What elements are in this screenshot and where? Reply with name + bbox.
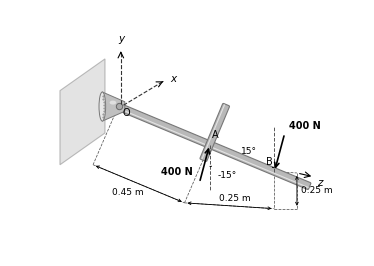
- Polygon shape: [60, 59, 105, 165]
- Text: y: y: [118, 34, 124, 44]
- Text: -15°: -15°: [218, 171, 237, 180]
- Ellipse shape: [110, 101, 116, 105]
- Text: z: z: [317, 178, 322, 188]
- Ellipse shape: [99, 92, 105, 121]
- Text: 400 N: 400 N: [289, 121, 321, 131]
- FancyBboxPatch shape: [200, 103, 230, 161]
- Polygon shape: [102, 92, 125, 121]
- Text: 0.45 m: 0.45 m: [113, 188, 144, 197]
- Text: 0.25 m: 0.25 m: [219, 194, 251, 203]
- Text: A: A: [212, 130, 218, 140]
- Text: 0.25 m: 0.25 m: [301, 186, 332, 195]
- Text: x: x: [170, 74, 176, 84]
- Text: 400 N: 400 N: [161, 167, 193, 177]
- Text: O: O: [123, 108, 131, 118]
- Circle shape: [116, 103, 123, 110]
- Text: B: B: [266, 157, 273, 167]
- Text: 15°: 15°: [241, 147, 257, 156]
- FancyBboxPatch shape: [116, 103, 311, 189]
